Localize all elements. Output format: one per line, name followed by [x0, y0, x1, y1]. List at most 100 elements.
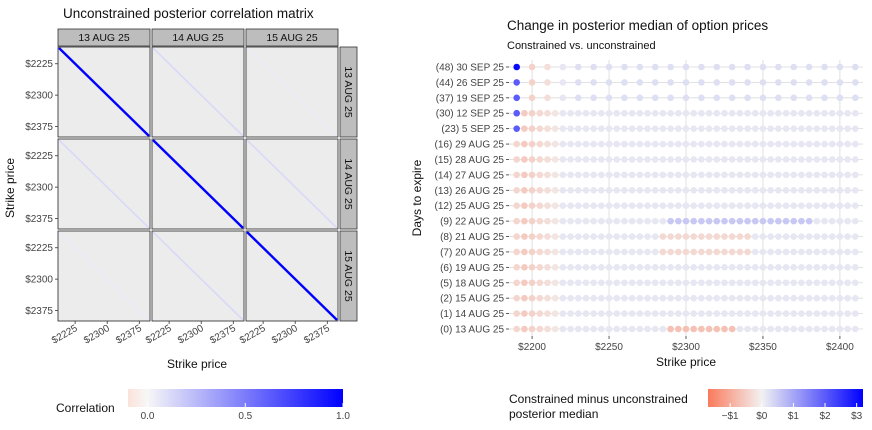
data-point	[636, 156, 644, 163]
data-point	[605, 202, 613, 210]
data-point	[590, 140, 597, 148]
data-point	[644, 125, 651, 132]
data-point	[813, 156, 821, 163]
data-point	[590, 171, 597, 179]
data-point	[736, 217, 744, 225]
data-point	[790, 156, 798, 163]
data-point	[736, 325, 744, 333]
data-point	[721, 233, 728, 240]
data-point	[767, 156, 774, 163]
data-point	[744, 279, 751, 287]
data-point	[613, 125, 621, 132]
data-point	[521, 310, 528, 317]
data-point	[590, 125, 597, 132]
data-point	[636, 325, 644, 333]
data-point	[590, 202, 597, 210]
data-point	[659, 310, 667, 317]
data-point	[605, 109, 613, 117]
correlation-diagonal-2-3	[246, 139, 338, 229]
data-point	[590, 156, 597, 163]
data-point	[728, 125, 736, 132]
data-point	[567, 233, 574, 240]
data-point	[574, 79, 582, 86]
data-point	[651, 171, 659, 179]
data-point	[721, 171, 728, 179]
data-point	[521, 325, 528, 333]
data-point	[828, 217, 836, 225]
data-point	[790, 325, 798, 333]
data-point	[744, 125, 751, 132]
legend-tick-label: $3	[851, 411, 863, 422]
data-point	[759, 233, 767, 240]
data-point	[667, 217, 674, 225]
data-point	[659, 248, 667, 256]
data-point	[728, 294, 736, 302]
data-point	[636, 264, 644, 271]
data-point	[821, 109, 828, 117]
data-point	[521, 125, 528, 132]
data-point	[528, 125, 536, 132]
data-point	[559, 171, 567, 179]
data-point	[705, 156, 713, 163]
data-point	[721, 217, 728, 225]
data-point	[536, 325, 544, 333]
data-point	[690, 186, 697, 194]
data-point	[805, 63, 813, 71]
data-point	[721, 156, 728, 163]
data-point	[590, 109, 597, 117]
data-point	[536, 217, 544, 225]
data-point	[628, 264, 636, 271]
data-point	[559, 186, 567, 194]
data-point	[598, 156, 605, 163]
data-point	[775, 125, 782, 132]
data-point	[567, 125, 574, 132]
data-point	[698, 264, 705, 271]
data-point	[675, 310, 682, 317]
data-point	[667, 186, 674, 194]
data-point	[651, 233, 659, 240]
data-point	[805, 294, 813, 302]
data-point	[513, 140, 520, 148]
data-point	[636, 125, 644, 132]
data-point	[528, 310, 536, 317]
data-point	[574, 109, 582, 117]
facet-col-label-2: 14 AUG 25	[172, 32, 224, 44]
data-point	[682, 217, 690, 225]
data-point	[628, 109, 636, 117]
data-point	[551, 233, 559, 240]
data-point	[513, 186, 520, 194]
data-point	[528, 63, 536, 71]
data-point	[736, 202, 744, 210]
data-point	[736, 171, 744, 179]
data-point	[659, 202, 667, 210]
data-point	[813, 109, 821, 117]
data-point	[721, 109, 728, 117]
data-point	[805, 325, 813, 333]
data-point	[751, 233, 759, 240]
data-point	[582, 279, 590, 287]
data-point	[536, 233, 544, 240]
data-point	[521, 294, 528, 302]
data-point	[782, 310, 790, 317]
data-point	[582, 217, 590, 225]
data-point	[598, 109, 605, 117]
data-point	[698, 63, 705, 71]
data-point	[559, 109, 567, 117]
data-point	[551, 294, 559, 302]
data-point	[775, 94, 782, 102]
data-point	[844, 310, 851, 317]
data-point	[713, 202, 721, 210]
data-point	[713, 109, 721, 117]
data-point	[690, 325, 697, 333]
price-change-y-axis-label: Days to expire	[410, 159, 424, 236]
data-point	[528, 202, 536, 210]
data-point	[682, 186, 690, 194]
data-point	[659, 325, 667, 333]
data-point	[767, 233, 774, 240]
data-point	[521, 279, 528, 287]
data-point	[844, 294, 851, 302]
data-point	[759, 310, 767, 317]
data-point	[590, 186, 597, 194]
data-point	[767, 140, 774, 148]
facet-strip-row-2	[339, 138, 358, 230]
